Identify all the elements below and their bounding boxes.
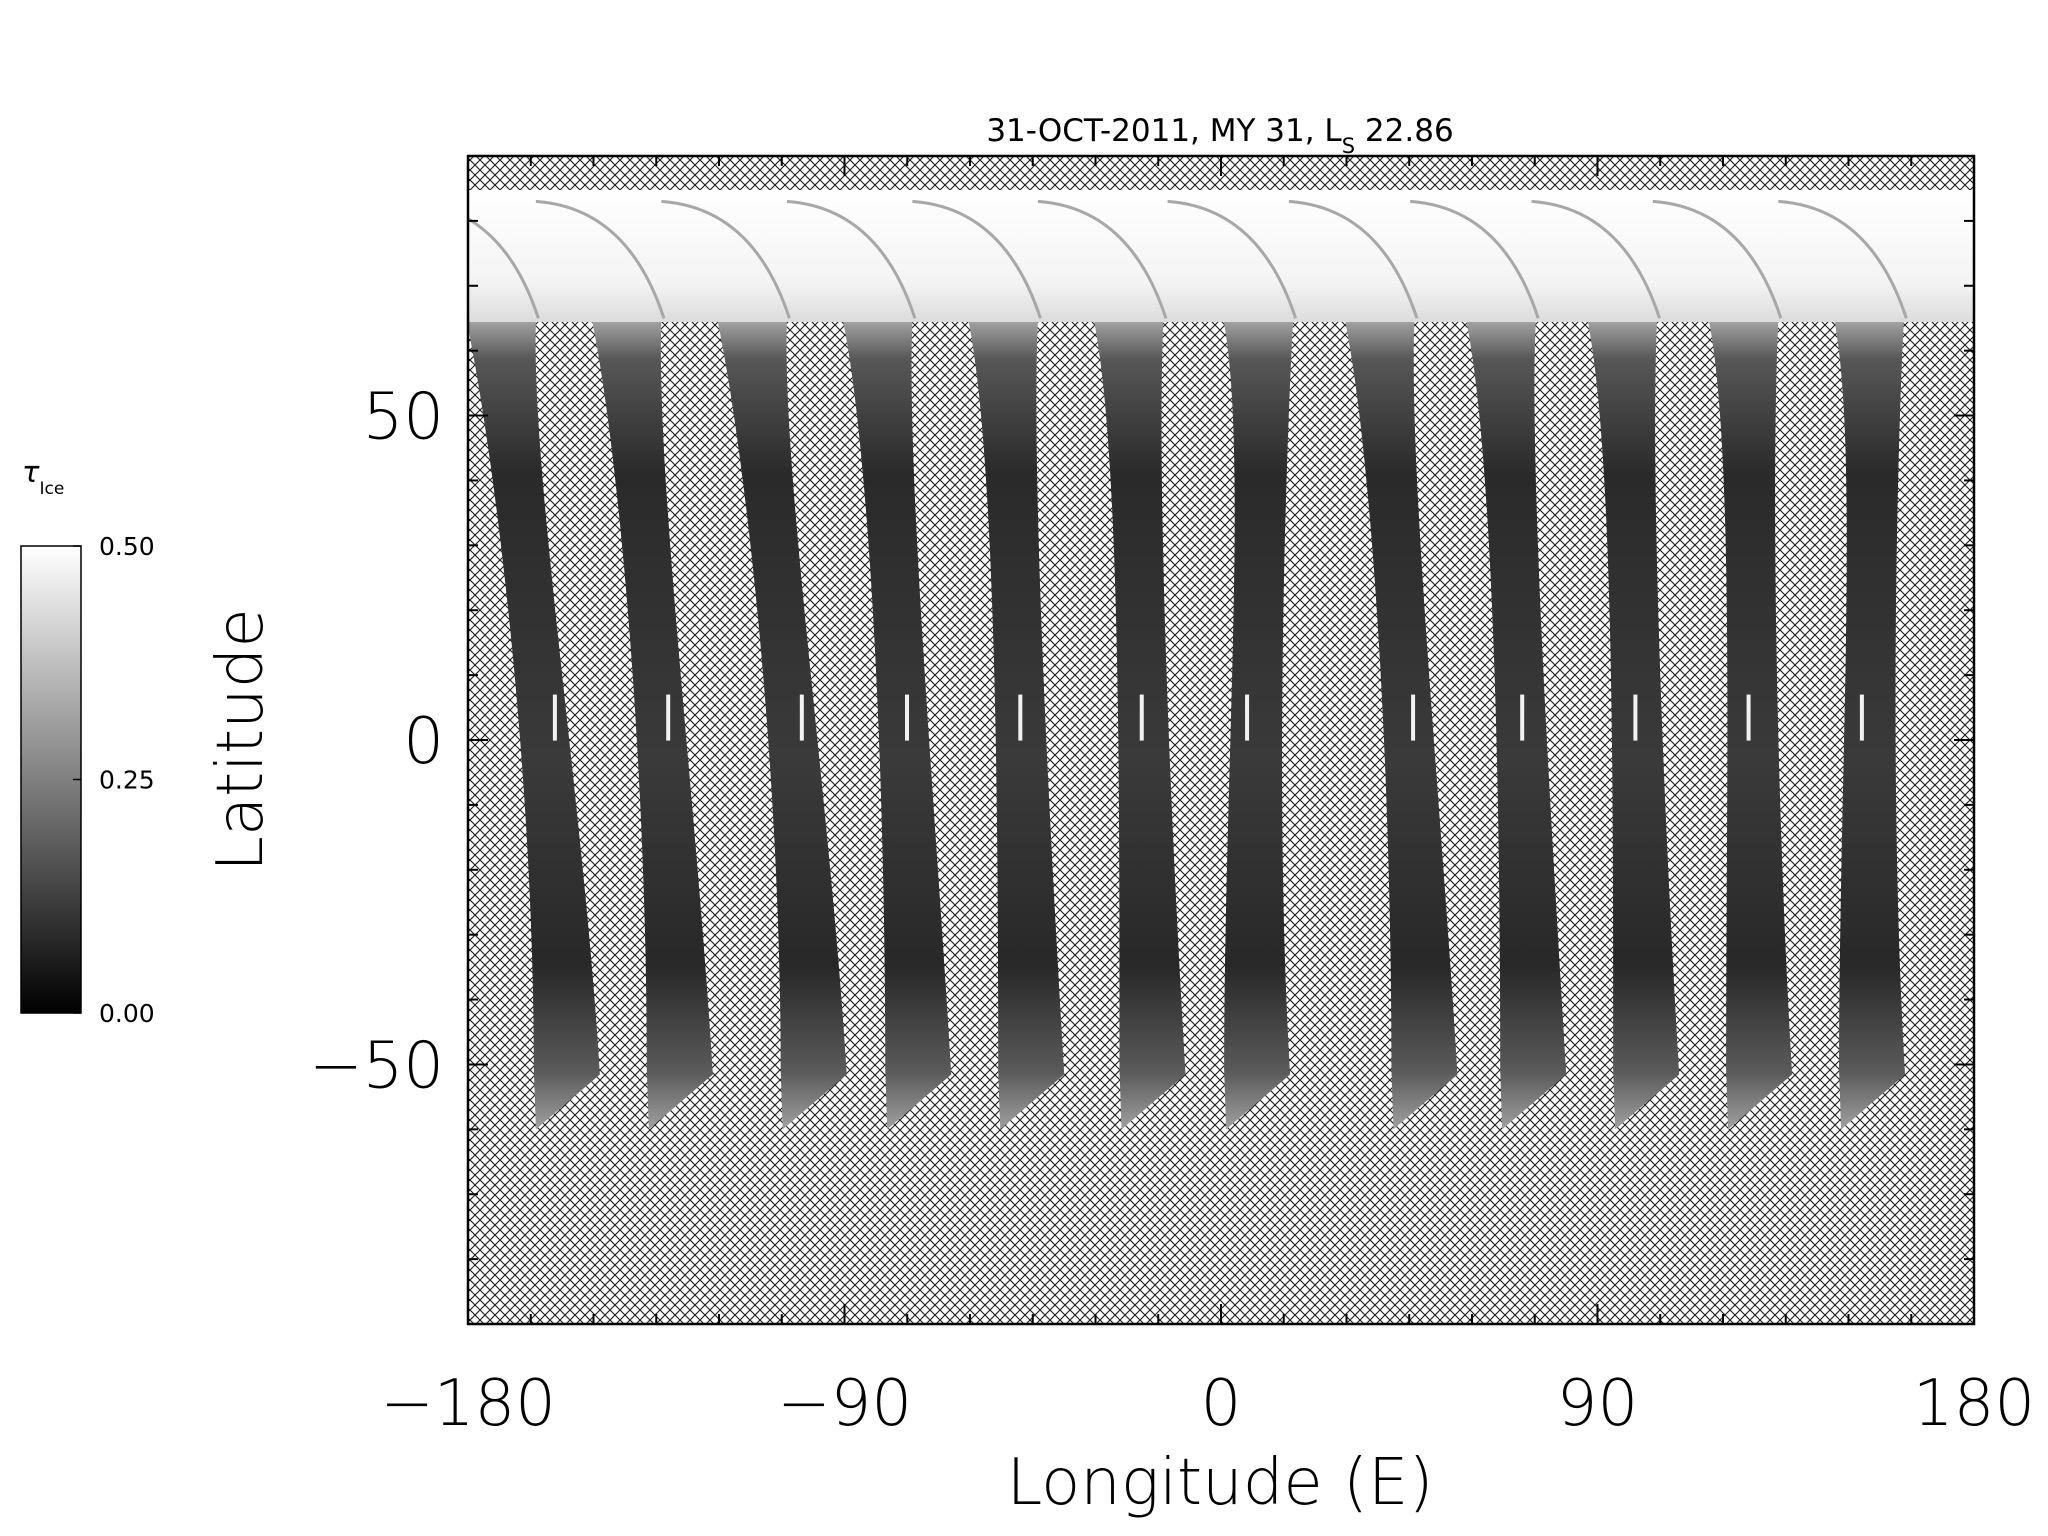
data-swath (1832, 310, 1906, 1130)
data-swath (1464, 310, 1567, 1130)
data-swath (589, 310, 713, 1130)
axis-ticks (467, 155, 1975, 1325)
y-tick-label: 50 (363, 381, 444, 455)
swath-bright-feature (905, 694, 910, 741)
x-axis-title: Longitude (E) (1007, 1446, 1434, 1520)
chart-title-prefix: 31-OCT-2011, MY 31, L (986, 113, 1342, 149)
colorbar-tick-label: 0.25 (99, 766, 155, 795)
axis-tick-labels: −180 −90 0 90 180 −50 0 50 (309, 381, 2035, 1441)
swath-bright-feature (1139, 694, 1144, 741)
colorbar: τIce 0.00 0.25 0.50 (20, 455, 155, 1028)
data-swath (1091, 310, 1186, 1130)
swath-bright-feature (1520, 694, 1525, 741)
cap-swath-edge (1288, 199, 1419, 319)
cap-swath-edge (1531, 199, 1661, 319)
x-tick-label: −90 (777, 1367, 912, 1441)
cap-swath-edge (1410, 199, 1540, 319)
cap-swath-edge (1167, 199, 1297, 319)
cap-swath-edge (1652, 199, 1783, 319)
colorbar-symbol: τ (22, 455, 40, 489)
data-swath (840, 310, 952, 1130)
svg-text:31-OCT-2011, MY 31, LS 22.86: 31-OCT-2011, MY 31, LS 22.86 (986, 113, 1453, 158)
colorbar-title: τIce (22, 455, 64, 499)
colorbar-subscript: Ice (39, 479, 64, 499)
y-tick-label: 0 (403, 705, 444, 779)
colorbar-gradient (20, 545, 82, 1014)
chart-title-suffix: 22.86 (1355, 113, 1454, 149)
swath-layer (468, 310, 1906, 1130)
swath-bright-feature (799, 694, 804, 741)
colorbar-tick-label: 0.50 (99, 532, 155, 561)
cap-swath-edge (786, 199, 917, 319)
swath-bright-feature (1633, 694, 1638, 741)
data-swath (1221, 310, 1294, 1130)
x-tick-label: 180 (1913, 1367, 2035, 1441)
cap-swath-edge (1037, 199, 1168, 319)
x-tick-label: 0 (1201, 1367, 1242, 1441)
data-swath (715, 310, 847, 1130)
chart-title-subscript: S (1342, 134, 1355, 158)
polar-cap (468, 190, 1974, 322)
swath-bright-feature (1746, 694, 1751, 741)
cap-swath-edge (535, 199, 666, 319)
swath-bright-feature (1245, 694, 1250, 741)
colorbar-ticks: 0.00 0.25 0.50 (73, 532, 155, 1028)
cap-swath-edge (1778, 199, 1908, 319)
y-axis-title: Latitude (204, 608, 278, 871)
chart-title: 31-OCT-2011, MY 31, LS 22.86 (986, 113, 1453, 158)
swath-bright-feature (1859, 694, 1864, 741)
cap-swath-edge (912, 199, 1042, 319)
swath-bright-feature (552, 694, 557, 741)
data-swath (1585, 310, 1680, 1130)
cap-arc-layer (468, 199, 1908, 319)
swath-bright-feature (1411, 694, 1416, 741)
swath-bright-feature (666, 694, 671, 741)
cap-swath-edge (468, 217, 540, 319)
data-swath (1342, 310, 1458, 1130)
x-tick-label: 90 (1557, 1367, 1638, 1441)
cap-swath-edge (661, 199, 791, 319)
swath-bright-feature (1018, 694, 1023, 741)
data-swath (966, 310, 1065, 1130)
x-tick-label: −180 (380, 1367, 556, 1441)
colorbar-tick-label: 0.00 (99, 999, 155, 1028)
plot-area (468, 156, 1974, 1324)
y-tick-label: −50 (309, 1029, 444, 1103)
data-swath (468, 310, 600, 1130)
